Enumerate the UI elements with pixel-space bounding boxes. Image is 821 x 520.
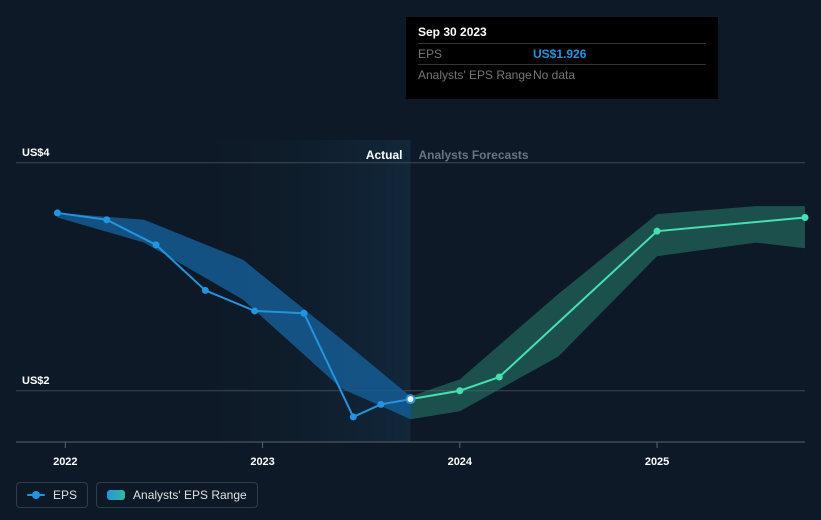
y-tick-label: US$2 — [22, 375, 50, 387]
legend-item-eps[interactable]: EPS — [16, 482, 88, 508]
legend-swatch-band-icon — [107, 490, 125, 500]
legend-label: EPS — [53, 488, 77, 502]
x-tick-label: 2025 — [645, 456, 669, 468]
tooltip-row-eps: EPS US$1.926 — [418, 43, 706, 64]
tooltip-value: No data — [533, 68, 575, 82]
tooltip-label: EPS — [418, 47, 533, 61]
region-label-forecast: Analysts Forecasts — [419, 148, 529, 162]
x-tick-label: 2024 — [448, 456, 472, 468]
eps-forecast-chart: US$4 US$2 2022 2023 2024 2025 Actual Ana… — [0, 0, 821, 520]
chart-legend: EPS Analysts' EPS Range — [16, 482, 258, 508]
legend-swatch-dot-icon — [27, 491, 45, 499]
tooltip-row-range: Analysts' EPS Range No data — [418, 64, 706, 85]
chart-tooltip: Sep 30 2023 EPS US$1.926 Analysts' EPS R… — [406, 17, 718, 99]
x-tick-label: 2022 — [53, 456, 77, 468]
tooltip-label: Analysts' EPS Range — [418, 68, 533, 82]
region-label-actual: Actual — [331, 148, 403, 162]
legend-item-range[interactable]: Analysts' EPS Range — [96, 482, 258, 508]
y-tick-label: US$4 — [22, 147, 50, 159]
legend-label: Analysts' EPS Range — [133, 488, 247, 502]
tooltip-date: Sep 30 2023 — [418, 25, 706, 39]
tooltip-value: US$1.926 — [533, 47, 586, 61]
x-tick-label: 2023 — [250, 456, 274, 468]
